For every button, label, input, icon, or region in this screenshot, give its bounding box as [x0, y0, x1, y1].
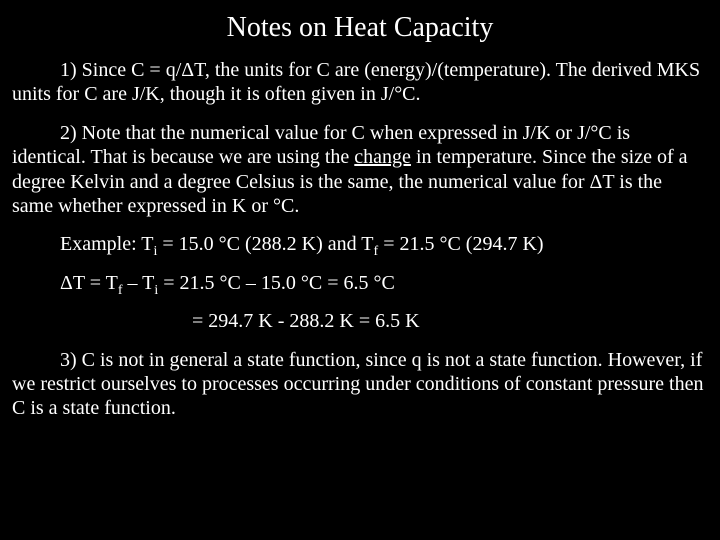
dt-tail: = 21.5 °C – 15.0 °C = 6.5 °C	[158, 272, 395, 294]
slide-title: Notes on Heat Capacity	[12, 12, 708, 44]
paragraph-1: 1) Since C = q/ΔT, the units for C are (…	[12, 58, 708, 107]
dt-prefix: ΔT = T	[60, 272, 118, 294]
delta-t-line-2: = 294.7 K - 288.2 K = 6.5 K	[192, 309, 708, 333]
paragraph-2-underline: change	[354, 146, 411, 168]
paragraph-2: 2) Note that the numerical value for C w…	[12, 121, 708, 219]
example-line: Example: Ti = 15.0 °C (288.2 K) and Tf =…	[60, 232, 708, 256]
example-prefix: Example: T	[60, 233, 154, 255]
dt-mid1: – T	[123, 272, 155, 294]
example-tail: = 21.5 °C (294.7 K)	[378, 233, 543, 255]
slide: Notes on Heat Capacity 1) Since C = q/ΔT…	[0, 0, 720, 540]
delta-t-line-1: ΔT = Tf – Ti = 21.5 °C – 15.0 °C = 6.5 °…	[60, 271, 708, 295]
example-mid1: = 15.0 °C (288.2 K) and T	[157, 233, 373, 255]
paragraph-3: 3) C is not in general a state function,…	[12, 348, 708, 421]
